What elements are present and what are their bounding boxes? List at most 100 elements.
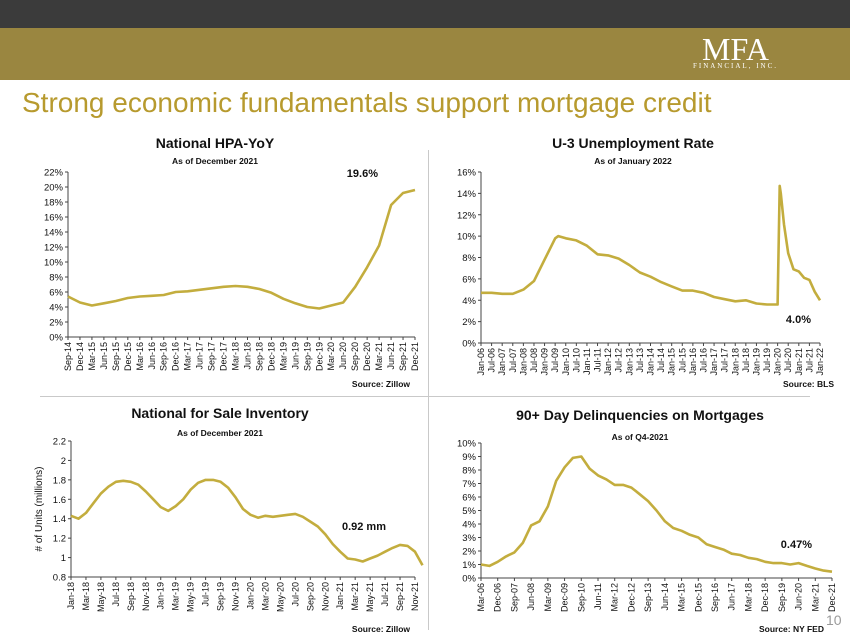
delinq-series-line <box>480 455 833 573</box>
hpa-series-line <box>67 188 416 310</box>
hpa-x-tick-label: Sep-16 <box>159 342 169 371</box>
hpa-x-tick-label: Jun-19 <box>290 342 300 370</box>
hpa-x-tick-label: Sep-21 <box>398 342 408 371</box>
hpa-x-tick-label: Mar-16 <box>135 342 145 371</box>
inventory-y-tick-label: 1.2 <box>53 534 66 545</box>
inventory-x-tick-label: Jan-18 <box>66 582 76 610</box>
inventory-x-tick-label: Jul-19 <box>201 582 211 607</box>
unemp-x-tick-label: Jan-09 <box>540 348 550 376</box>
inventory-x-tick-label: Nov-21 <box>410 582 420 611</box>
unemp-series-line <box>481 184 822 306</box>
unemp-x-tick-label: Jan-12 <box>603 348 613 376</box>
unemp-x-tick-label: Jul-16 <box>698 348 708 373</box>
header-band <box>0 28 850 80</box>
hpa-x-tick-label: Jun-15 <box>99 342 109 370</box>
delinq-x-tick-label: Mar-09 <box>543 583 553 612</box>
unemp-y-tick-label: 10% <box>457 232 477 243</box>
delinq-x-tick-label: Jun-17 <box>727 583 737 611</box>
unemp-x-tick-label: Jul-20 <box>783 348 793 373</box>
hpa-x-tick-label: Sep-17 <box>207 342 217 371</box>
hpa-subtitle: As of December 2021 <box>172 156 258 166</box>
delinq-x-tick-label: Dec-18 <box>760 583 770 612</box>
inventory-x-tick-label: Nov-19 <box>231 582 241 611</box>
unemp-y-tick-label: 6% <box>462 274 476 285</box>
hpa-x-tick-label: Jun-20 <box>338 342 348 370</box>
unemp-y-tick-label: 8% <box>462 253 476 264</box>
unemp-x-tick-label: Jan-21 <box>794 348 804 376</box>
hpa-x-tick-label: Dec-19 <box>314 342 324 371</box>
inventory-x-tick-label: Jan-21 <box>335 582 345 610</box>
delinq-x-tick-label: Jun-11 <box>593 583 603 610</box>
hpa-x-tick-label: Mar-17 <box>183 342 193 371</box>
unemp-x-tick-label: Jan-11 <box>582 348 592 375</box>
hpa-x-tick-label: Mar-20 <box>326 342 336 371</box>
unemp-x-tick-label: Jul-09 <box>550 348 560 373</box>
hpa-x-tick-label: Dec-16 <box>171 342 181 371</box>
page-number: 10 <box>826 612 842 628</box>
delinq-x-tick-label: Jun-14 <box>660 583 670 611</box>
unemp-subtitle: As of January 2022 <box>594 156 672 166</box>
unemp-source: Source: BLS <box>783 379 834 389</box>
inventory-latest-value: 0.92 mm <box>342 521 386 533</box>
hpa-y-tick-label: 6% <box>49 288 63 299</box>
delinq-y-tick-label: 1% <box>462 560 476 571</box>
logo-subtext: FINANCIAL, INC. <box>692 62 778 70</box>
hpa-title: National HPA-YoY <box>156 135 275 151</box>
inventory-x-tick-label: May-18 <box>96 582 106 612</box>
unemp-x-tick-label: Jul-15 <box>677 348 687 373</box>
hpa-y-tick-label: 14% <box>44 228 64 239</box>
unemp-x-tick-label: Jan-20 <box>773 348 783 376</box>
inventory-x-tick-label: Mar-18 <box>81 582 91 611</box>
hpa-x-tick-label: Sep-20 <box>350 342 360 371</box>
unemp-x-tick-label: Jan-22 <box>815 348 825 376</box>
delinq-x-tick-label: Mar-06 <box>476 583 486 612</box>
hpa-x-tick-label: Dec-17 <box>219 342 229 371</box>
unemp-x-tick-label: Jan-07 <box>497 348 507 376</box>
hpa-x-tick-label: Mar-18 <box>231 342 241 371</box>
unemp-x-tick-label: Jan-08 <box>518 348 528 376</box>
unemp-x-tick-label: Jul-07 <box>508 348 518 373</box>
delinq-x-tick-label: Mar-15 <box>677 583 687 612</box>
delinq-y-tick-label: 10% <box>457 439 477 450</box>
unemp-y-tick-label: 16% <box>457 168 477 179</box>
unemp-x-tick-label: Jul-11 <box>593 348 603 372</box>
unemp-x-tick-label: Jan-13 <box>624 348 634 376</box>
hpa-y-tick-label: 22% <box>44 168 64 179</box>
delinq-y-tick-label: 4% <box>462 520 476 531</box>
delinq-x-tick-label: Sep-16 <box>710 583 720 612</box>
hpa-x-tick-label: Sep-14 <box>63 342 73 371</box>
unemp-x-tick-label: Jan-14 <box>646 348 656 376</box>
delinq-source: Source: NY FED <box>759 624 824 634</box>
hpa-x-tick-label: Sep-15 <box>111 342 121 371</box>
unemp-x-tick-label: Jul-06 <box>487 348 497 373</box>
inventory-y-tick-label: 1.4 <box>53 514 66 525</box>
inventory-source: Source: Zillow <box>352 624 410 634</box>
unemp-x-tick-label: Jul-21 <box>804 348 814 373</box>
hpa-x-tick-label: Jun-21 <box>386 342 396 370</box>
delinq-latest-value: 0.47% <box>781 539 812 551</box>
hpa-latest-value: 19.6% <box>347 168 378 180</box>
inventory-y-tick-label: 2 <box>61 456 66 467</box>
page-title: Strong economic fundamentals support mor… <box>22 87 712 118</box>
hpa-y-tick-label: 4% <box>49 303 63 314</box>
inventory-x-tick-label: Sep-20 <box>305 582 315 611</box>
hpa-y-tick-label: 10% <box>44 258 64 269</box>
hpa-x-tick-label: Dec-21 <box>410 342 420 371</box>
delinq-x-tick-label: Sep-13 <box>643 583 653 612</box>
hpa-y-tick-label: 16% <box>44 213 64 224</box>
hpa-x-tick-label: Dec-15 <box>123 342 133 371</box>
unemp-x-tick-label: Jan-06 <box>476 348 486 376</box>
delinq-x-tick-label: Dec-09 <box>560 583 570 612</box>
inventory-x-tick-label: Jan-20 <box>245 582 255 610</box>
delinq-x-tick-label: Mar-18 <box>743 583 753 612</box>
unemp-x-tick-label: Jan-17 <box>709 348 719 376</box>
delinq-x-tick-label: Dec-21 <box>827 583 837 612</box>
inventory-x-tick-label: Sep-18 <box>126 582 136 611</box>
unemp-x-tick-label: Jul-14 <box>656 348 666 373</box>
inventory-y-tick-label: 1.6 <box>53 495 66 506</box>
delinq-x-tick-label: Mar-12 <box>610 583 620 612</box>
unemp-y-tick-label: 12% <box>457 210 477 221</box>
inventory-x-tick-label: Jul-18 <box>111 582 121 607</box>
inventory-x-tick-label: Sep-21 <box>395 582 405 611</box>
delinq-x-tick-label: Sep-10 <box>576 583 586 612</box>
